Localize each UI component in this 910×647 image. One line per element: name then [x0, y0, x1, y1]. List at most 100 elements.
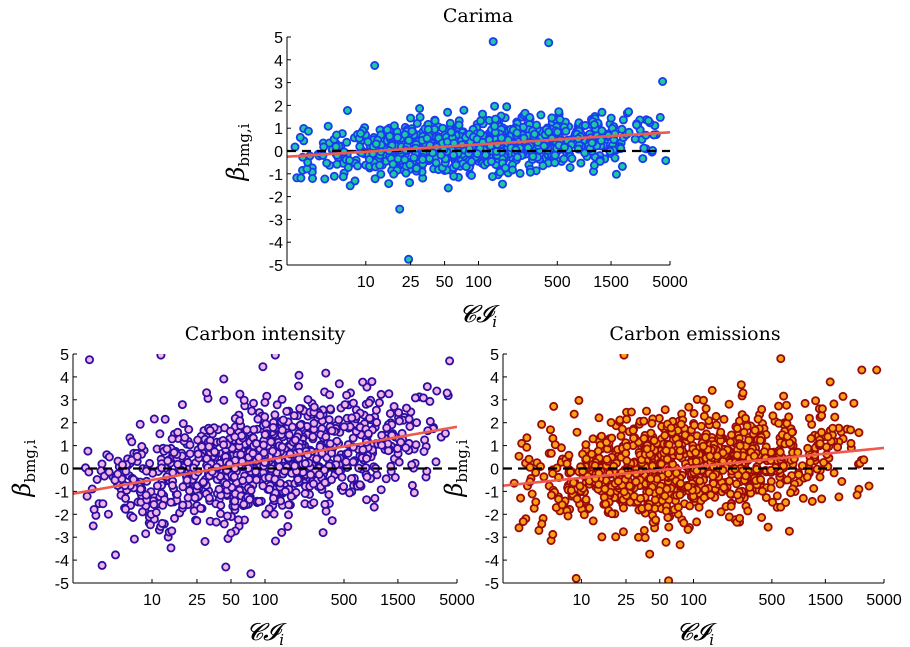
scatter-point	[711, 420, 721, 430]
scatter-point	[259, 448, 269, 458]
scatter-point	[242, 425, 252, 435]
scatter-point	[370, 174, 380, 184]
scatter-point	[572, 494, 582, 504]
y-tick-label: 1	[490, 439, 499, 456]
scatter-point	[565, 162, 575, 172]
scatter-point	[82, 491, 92, 501]
scatter-point	[236, 449, 246, 459]
scatter-point	[363, 137, 373, 147]
scatter-point	[375, 160, 385, 170]
scatter-point	[342, 137, 352, 147]
scatter-point	[647, 418, 657, 428]
scatter-point	[332, 130, 342, 140]
scatter-point	[118, 460, 128, 470]
scatter-point	[156, 354, 166, 360]
scatter-point	[698, 441, 708, 451]
scatter-point	[204, 493, 214, 503]
scatter-point	[211, 517, 221, 527]
y-tick-label: 2	[274, 98, 283, 115]
scatter-point	[370, 493, 380, 503]
scatter-point	[689, 408, 699, 418]
y-tick-label: -1	[269, 167, 283, 184]
scatter-point	[326, 475, 336, 485]
scatter-point	[557, 500, 567, 510]
scatter-point	[363, 429, 373, 439]
scatter-point	[466, 157, 476, 167]
scatter-point	[857, 365, 867, 375]
scatter-point	[516, 493, 526, 503]
x-tick-label: 100	[252, 592, 279, 609]
scatter-point	[741, 413, 751, 423]
scatter-point	[724, 512, 734, 522]
scatter-point	[205, 425, 215, 435]
scatter-point	[716, 507, 726, 517]
scatter-point	[270, 536, 280, 546]
scatter-points	[81, 354, 455, 579]
scatter-point	[685, 501, 695, 511]
scatter-point	[342, 390, 352, 400]
scatter-point	[376, 485, 386, 495]
scatter-point	[550, 440, 560, 450]
scatter-point	[700, 484, 710, 494]
scatter-point	[226, 528, 236, 538]
scatter-point	[802, 472, 812, 482]
scatter-point	[160, 414, 170, 424]
scatter-point	[699, 493, 709, 503]
scatter-point	[619, 503, 629, 513]
scatter-point	[602, 454, 612, 464]
scatter-point	[525, 167, 535, 177]
x-tick-label: 500	[544, 274, 571, 291]
scatter-point	[588, 516, 598, 526]
scatter-point	[562, 459, 572, 469]
scatter-point	[451, 160, 461, 170]
scatter-point	[409, 488, 419, 498]
scatter-point	[277, 425, 287, 435]
scatter-point	[219, 395, 229, 405]
scatter-point	[559, 154, 569, 164]
scatter-point	[382, 423, 392, 433]
scatter-point	[377, 430, 387, 440]
scatter-point	[619, 487, 629, 497]
scatter-point	[490, 114, 500, 124]
y-tick-label: -3	[269, 212, 283, 229]
scatter-point	[644, 487, 654, 497]
scatter-point	[695, 476, 705, 486]
scatter-point	[443, 183, 453, 193]
x-tick-label: 5000	[439, 592, 475, 609]
scatter-point	[555, 115, 565, 125]
scatter-point	[646, 428, 656, 438]
scatter-point	[167, 480, 177, 490]
scatter-point	[247, 406, 257, 416]
scatter-point	[308, 432, 318, 442]
panel-title: Carbon intensity	[185, 323, 346, 345]
scatter-point	[550, 158, 560, 168]
scatter-point	[239, 499, 249, 509]
scatter-point	[145, 458, 155, 468]
scatter-point	[192, 516, 202, 526]
y-tick-label: 0	[274, 144, 283, 161]
scatter-point	[766, 465, 776, 475]
scatter-point	[537, 419, 547, 429]
scatter-point	[753, 414, 763, 424]
scatter-point	[589, 120, 599, 130]
scatter-point	[415, 112, 425, 122]
scatter-point	[129, 534, 139, 544]
scatter-point	[329, 171, 339, 181]
scatter-point	[127, 437, 137, 447]
scatter-point	[655, 112, 665, 122]
scatter-point	[219, 374, 229, 384]
scatter-point	[167, 526, 177, 536]
scatter-point	[290, 435, 300, 445]
scatter-point	[794, 470, 804, 480]
scatter-point	[358, 445, 368, 455]
scatter-point	[549, 401, 559, 411]
scatter-point	[859, 455, 869, 465]
scatter-point	[83, 446, 93, 456]
scatter-point	[381, 474, 391, 484]
scatter-point	[784, 526, 794, 536]
y-tick-label: -2	[485, 507, 499, 524]
scatter-point	[331, 142, 341, 152]
scatter-point	[581, 454, 591, 464]
scatter-point	[639, 143, 649, 153]
scatter-point	[113, 469, 123, 479]
